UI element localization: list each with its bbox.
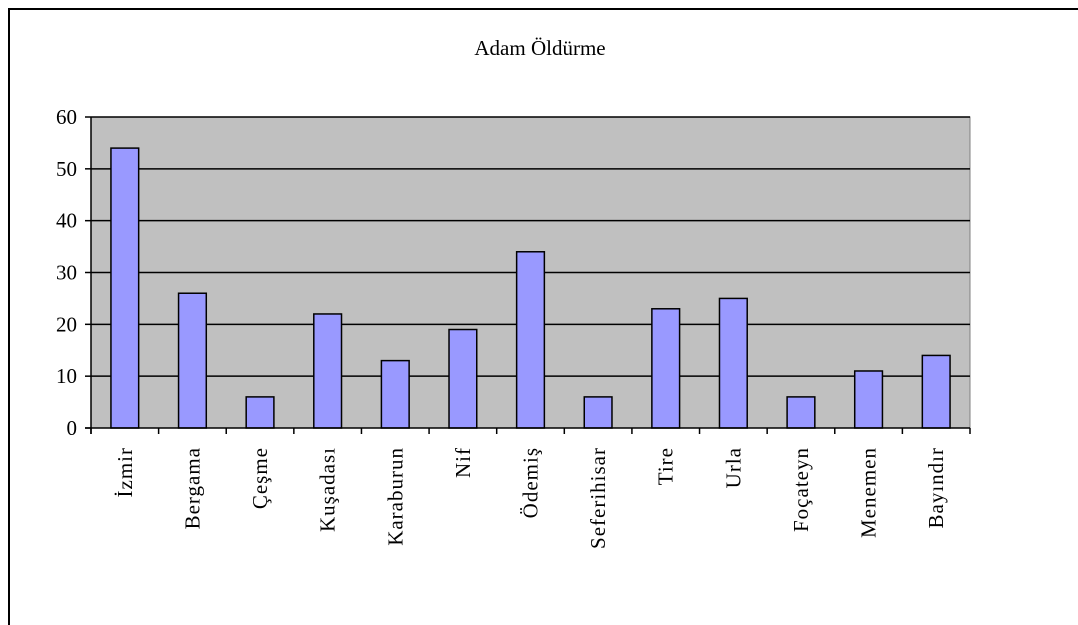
x-tick-label: Tire <box>654 447 678 485</box>
bar <box>718 297 748 429</box>
y-tick-label: 10 <box>56 364 77 388</box>
x-tick-label: Seferihisar <box>586 447 610 549</box>
x-tick-label: Çeşme <box>248 447 272 509</box>
y-tick-label: 50 <box>56 157 77 181</box>
bar <box>110 147 140 429</box>
x-tick-label: Bergama <box>180 447 204 529</box>
y-axis: 0 10 20 30 40 50 60 <box>56 105 91 440</box>
x-tick-label: Foçateyn <box>789 447 813 532</box>
x-tick-label: Karaburun <box>383 447 407 546</box>
y-tick-label: 60 <box>56 105 77 129</box>
y-tick-label: 30 <box>56 261 77 285</box>
bar <box>177 292 208 429</box>
bar <box>651 308 681 429</box>
x-tick-label: Kuşadası <box>316 447 340 532</box>
y-tick-label: 20 <box>56 312 77 336</box>
x-axis: İzmir Bergama Çeşme Kuşadası Karaburun Nif Öde… <box>90 428 971 549</box>
chart-title: Adam Öldürme <box>474 36 605 60</box>
x-tick-label: Menemen <box>857 447 881 538</box>
bar <box>515 251 546 429</box>
x-tick-label: Urla <box>721 447 745 488</box>
x-tick-label: İzmir <box>113 447 137 497</box>
x-tick-label: Ödemiş <box>519 447 543 518</box>
bar <box>853 370 884 429</box>
bar <box>313 313 343 429</box>
bars <box>110 147 951 429</box>
bar <box>380 359 410 429</box>
y-tick-label: 0 <box>67 416 78 440</box>
y-tick-label: 40 <box>56 209 77 233</box>
x-tick-label: Nif <box>451 447 475 478</box>
bar <box>448 328 478 429</box>
bar <box>245 396 275 429</box>
bar <box>786 396 816 429</box>
bar <box>583 396 613 429</box>
x-tick-label: Bayındır <box>924 447 948 529</box>
bar <box>921 354 951 429</box>
